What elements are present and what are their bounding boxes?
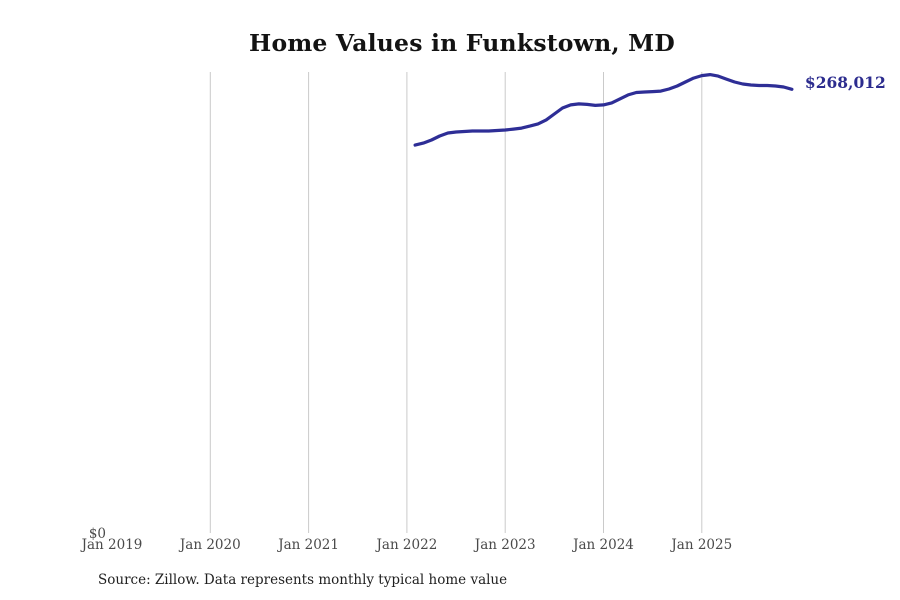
x-axis-label: Jan 2022	[376, 537, 438, 553]
current-value-label: $268,012	[804, 73, 886, 93]
y-axis-zero-label: $0	[88, 526, 106, 542]
x-axis-label: Jan 2024	[573, 537, 634, 553]
home-value-line	[413, 73, 794, 147]
x-axis-label: Jan 2025	[671, 537, 733, 553]
x-axis-label: Jan 2020	[179, 537, 241, 553]
x-axis-label: Jan 2021	[278, 537, 339, 553]
x-axis-label: Jan 2019	[81, 537, 143, 553]
chart-title: Home Values in Funkstown, MD	[249, 29, 675, 57]
x-axis-label: Jan 2023	[474, 537, 536, 553]
source-note: Source: Zillow. Data represents monthly …	[98, 572, 508, 588]
